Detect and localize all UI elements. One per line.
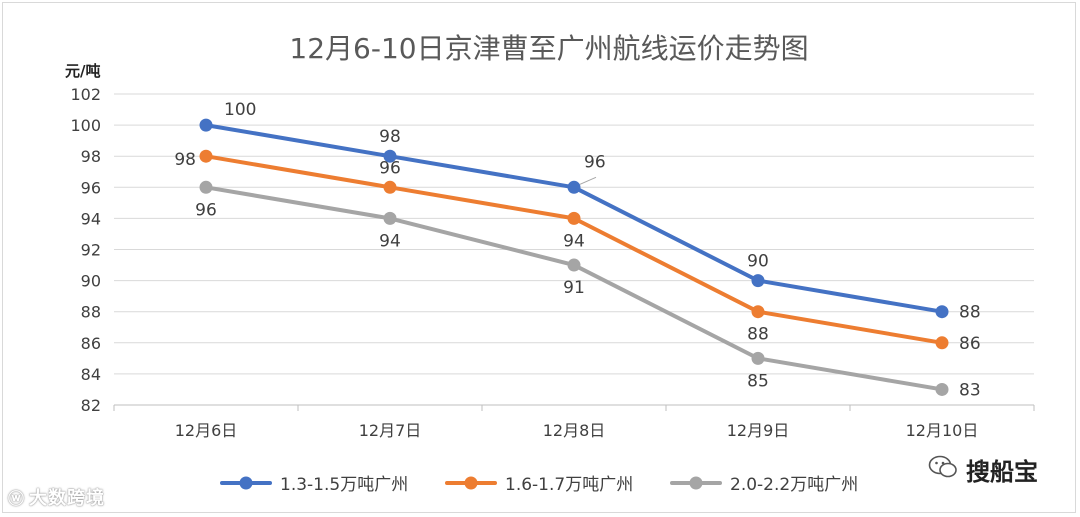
data-point <box>567 258 581 272</box>
data-point <box>567 180 581 194</box>
data-label: 91 <box>563 278 585 298</box>
legend-swatch-marker <box>239 476 253 490</box>
y-tick-label: 102 <box>70 85 101 104</box>
data-point <box>751 274 765 288</box>
wechat-icon <box>928 454 958 486</box>
label-leader-line <box>579 176 597 185</box>
data-label: 96 <box>584 152 606 172</box>
data-point <box>751 351 765 365</box>
data-point <box>199 118 213 132</box>
data-label: 90 <box>747 252 769 272</box>
data-point <box>383 149 397 163</box>
y-tick-label: 96 <box>81 178 101 197</box>
data-label: 100 <box>224 100 256 120</box>
x-tick-label: 12月8日 <box>543 421 606 440</box>
data-label: 94 <box>563 231 585 251</box>
watermark-right-text: 搜船宝 <box>966 458 1038 486</box>
data-label: 88 <box>959 303 981 323</box>
legend-label: 1.6-1.7万吨广州 <box>505 475 633 495</box>
data-point <box>935 382 949 396</box>
legend-swatch-marker <box>464 476 478 490</box>
x-tick-label: 12月6日 <box>175 421 238 440</box>
data-point <box>199 149 213 163</box>
x-tick-label: 12月9日 <box>727 421 790 440</box>
data-point <box>935 336 949 350</box>
data-point <box>567 211 581 225</box>
x-tick-label: 12月10日 <box>906 421 979 440</box>
data-label: 88 <box>747 325 769 345</box>
data-label: 96 <box>195 200 217 220</box>
data-label: 86 <box>959 334 981 354</box>
y-tick-label: 98 <box>81 147 101 166</box>
watermark-right: 搜船宝 <box>928 452 1038 487</box>
data-point <box>383 211 397 225</box>
y-tick-label: 88 <box>81 303 101 322</box>
watermark-left: ⓦ 大数跨境 <box>8 484 105 510</box>
data-label: 96 <box>379 158 401 178</box>
legend-label: 2.0-2.2万吨广州 <box>730 475 858 495</box>
y-tick-label: 84 <box>81 365 101 384</box>
legend-label: 1.3-1.5万吨广州 <box>280 475 408 495</box>
x-tick-label: 12月7日 <box>359 421 422 440</box>
y-tick-label: 94 <box>81 209 101 228</box>
y-tick-label: 92 <box>81 241 101 260</box>
y-tick-label: 90 <box>81 272 101 291</box>
data-point <box>383 180 397 194</box>
data-point <box>751 305 765 319</box>
data-label: 98 <box>174 150 196 170</box>
y-axis-label: 元/吨 <box>65 62 100 80</box>
data-label: 98 <box>379 127 401 147</box>
data-label: 83 <box>959 380 981 400</box>
chart-title: 12月6-10日京津曹至广州航线运价走势图 <box>289 32 808 65</box>
y-tick-label: 86 <box>81 334 101 353</box>
weibo-icon: ⓦ <box>8 489 26 508</box>
data-point <box>199 180 213 194</box>
watermark-left-text: 大数跨境 <box>29 488 106 509</box>
data-label: 94 <box>379 231 401 251</box>
data-point <box>935 305 949 319</box>
legend-swatch-marker <box>689 476 703 490</box>
data-label: 85 <box>747 371 769 391</box>
y-tick-label: 82 <box>81 396 101 415</box>
y-tick-label: 100 <box>70 116 101 135</box>
